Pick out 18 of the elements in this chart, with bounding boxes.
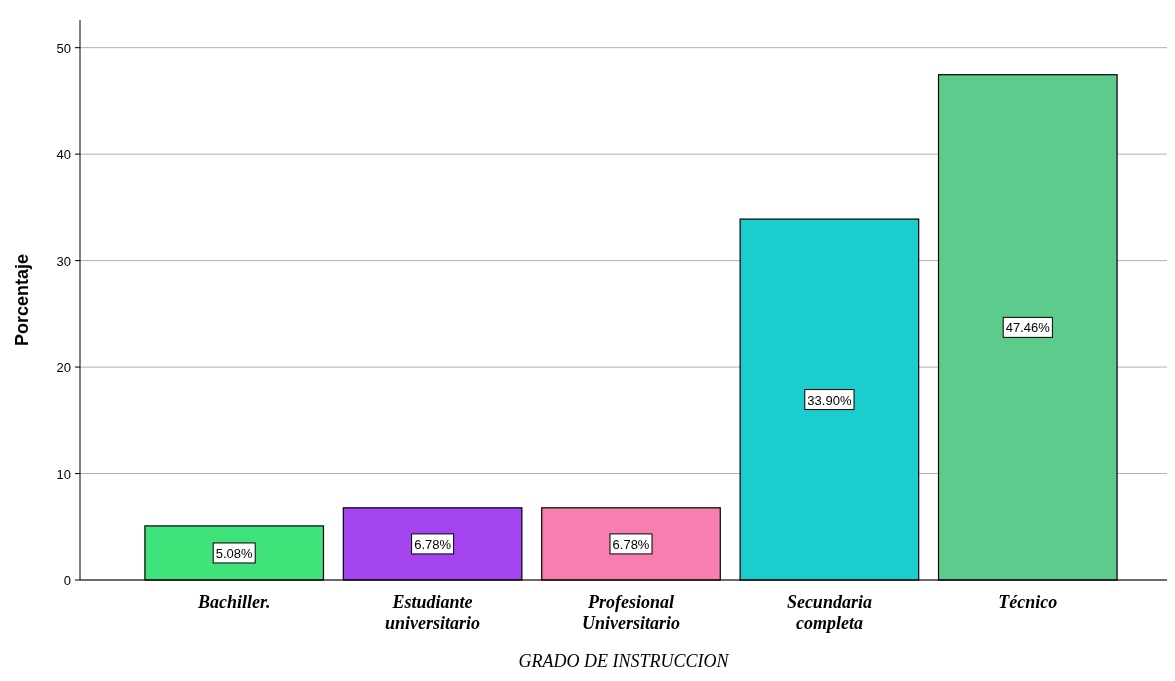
y-tick-label: 30 (56, 253, 71, 269)
data-label: 6.78% (612, 536, 650, 552)
x-tick-label: Secundaria completa (786, 592, 872, 633)
x-tick-label: Bachiller. (196, 592, 271, 612)
x-tick-label: Técnico (998, 592, 1058, 612)
x-axis-title: GRADO DE INSTRUCCION (518, 651, 730, 671)
data-label: 6.78% (414, 536, 452, 552)
data-label: 47.46% (1005, 320, 1051, 336)
x-tick-label: Estudiante universitario (385, 592, 481, 633)
data-label: 5.08% (215, 545, 254, 561)
y-tick-label: 0 (63, 573, 71, 588)
x-tick-label: Profesional Universitario (581, 592, 681, 633)
y-tick-label: 40 (56, 147, 71, 163)
y-tick-label: 50 (56, 40, 71, 56)
y-tick-label: 20 (56, 360, 71, 376)
data-label: 33.90% (807, 392, 852, 408)
y-tick-label: 10 (56, 466, 71, 482)
y-axis-title: Porcentaje (12, 253, 32, 347)
